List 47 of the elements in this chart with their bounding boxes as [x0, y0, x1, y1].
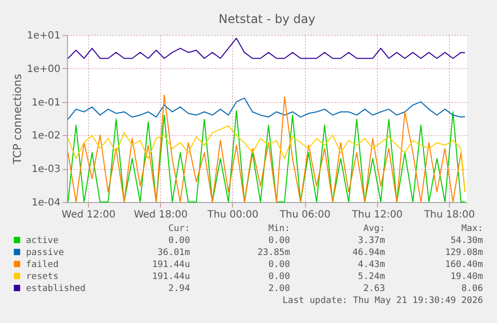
line-series — [68, 125, 466, 192]
text: 5.24m — [358, 272, 385, 282]
text: 54.30m — [450, 236, 483, 246]
text: 2.94 — [168, 284, 190, 294]
text: Max: — [461, 224, 483, 234]
text: 0.00 — [268, 236, 290, 246]
x-tick-label: Thu 06:00 — [278, 210, 330, 220]
text: 23.85m — [257, 248, 290, 258]
legend-label: passive — [26, 248, 64, 258]
x-tick-label: Thu 00:00 — [206, 210, 258, 220]
y-tick-label: 1e-04 — [32, 198, 60, 208]
text: Cur: — [168, 224, 190, 234]
text: 2.00 — [268, 284, 290, 294]
x-tick-label: Thu 18:00 — [423, 210, 475, 220]
text: 3.37m — [358, 236, 385, 246]
legend-label: established — [26, 284, 86, 294]
text: 0.00 — [268, 272, 290, 282]
text: 36.01m — [157, 248, 190, 258]
text: 191.44u — [152, 260, 190, 270]
y-tick-label: 1e-03 — [32, 164, 60, 176]
y-tick-label: 1e-01 — [32, 97, 60, 108]
x-tick-label: Thu 12:00 — [350, 210, 403, 220]
text: Last update: Thu May 21 19:30:49 2026 — [282, 296, 483, 306]
y-axis-title: TCP connections — [10, 74, 24, 166]
legend-label: resets — [26, 272, 59, 282]
chart-title: Netstat - by day — [218, 12, 316, 26]
y-tick-label: 1e+00 — [26, 64, 60, 75]
text: 19.40m — [450, 272, 483, 282]
legend-label: failed — [26, 260, 59, 270]
text: 191.44u — [152, 272, 190, 282]
legend-label: active — [26, 236, 59, 246]
line-series — [68, 98, 466, 120]
text: Avg: — [363, 224, 385, 234]
text: 8.06 — [461, 284, 483, 294]
text: Min: — [268, 224, 290, 234]
text: 0.00 — [168, 236, 190, 246]
x-tick-label: Wed 18:00 — [134, 210, 188, 220]
x-tick-label: Wed 12:00 — [62, 210, 116, 220]
text: 160.40m — [445, 260, 483, 270]
text: 2.63 — [363, 284, 385, 294]
line-series — [68, 38, 466, 59]
text: 4.43m — [358, 260, 385, 270]
text: 46.94m — [352, 248, 385, 258]
text: 0.00 — [268, 260, 290, 270]
y-tick-label: 1e-02 — [32, 130, 60, 142]
text: 129.08m — [445, 248, 483, 258]
y-tick-label: 1e+01 — [26, 30, 60, 42]
